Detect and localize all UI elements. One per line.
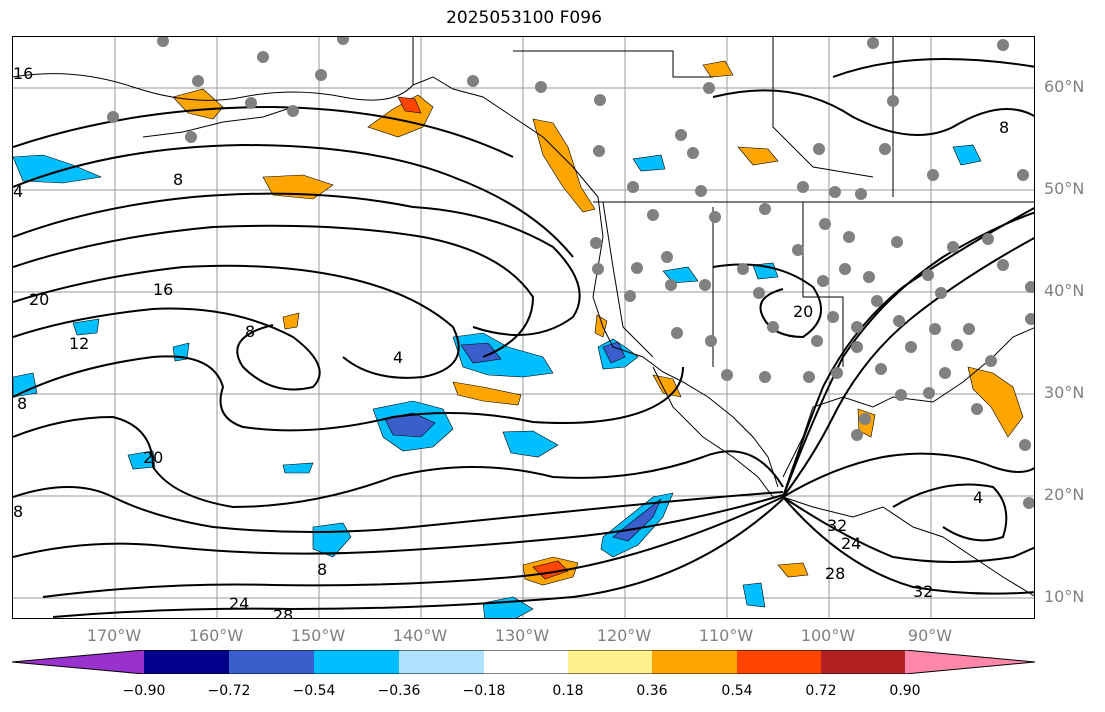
- colorbar-segment: [652, 650, 737, 674]
- lat-label: 60°N: [1044, 77, 1085, 96]
- map-title: 2025053100 F096: [446, 8, 602, 28]
- colorbar-segment: [568, 650, 652, 674]
- colorbar-under-triangle: [12, 650, 144, 674]
- contour-label: 8: [13, 502, 23, 521]
- colorbar-tick: 0.18: [552, 683, 584, 699]
- lat-label: 20°N: [1044, 485, 1085, 504]
- contour-label: 12: [69, 334, 89, 353]
- colorbar-tick: −0.90: [122, 683, 166, 699]
- contour-label: 4: [393, 348, 403, 367]
- contours: [13, 58, 1034, 618]
- lat-label: 30°N: [1044, 383, 1085, 402]
- colorbar-segment: [484, 650, 568, 674]
- colorbar-segment: [314, 650, 399, 674]
- contour-label: 20: [143, 448, 163, 467]
- contour-label: 8: [317, 560, 327, 579]
- colorbar-over-triangle: [905, 650, 1035, 674]
- colorbar-segment: [229, 650, 314, 674]
- contour-label: 28: [825, 564, 845, 583]
- colorbar-tick: −0.18: [462, 683, 506, 699]
- coastlines: [13, 37, 1034, 597]
- colorbar-tick: 0.72: [805, 683, 837, 699]
- contour-label: 32: [827, 516, 847, 535]
- contour-label: 8: [999, 118, 1009, 137]
- colorbar-segment: [737, 650, 821, 674]
- shaded-anomalies: [13, 60, 1024, 618]
- lon-label: 160°W: [188, 626, 244, 645]
- lon-label: 100°W: [800, 626, 856, 645]
- colorbar-segment: [821, 650, 905, 674]
- colorbar-tick: −0.72: [207, 683, 251, 699]
- contour-label: 20: [793, 302, 813, 321]
- lon-label: 110°W: [698, 626, 754, 645]
- contour-labels: 8 16 20 12 8 8 4 20 8 16 4 20 24 28 8 28…: [13, 64, 1009, 619]
- map-panel: 8 16 20 12 8 8 4 20 8 16 4 20 24 28 8 28…: [12, 36, 1035, 619]
- colorbar-segment: [399, 650, 484, 674]
- colorbar: [12, 650, 1035, 674]
- contour-label: 16: [13, 64, 33, 83]
- lon-label: 140°W: [392, 626, 448, 645]
- lat-label: 10°N: [1044, 587, 1085, 606]
- station-dots: [107, 37, 1034, 509]
- colorbar-tick: 0.90: [889, 683, 921, 699]
- colorbar-tick: −0.36: [377, 683, 421, 699]
- lon-label: 90°W: [907, 626, 953, 645]
- lat-label: 50°N: [1044, 179, 1085, 198]
- graticule: [13, 37, 1034, 618]
- contour-label: 32: [913, 582, 933, 601]
- contour-label: 24: [841, 534, 861, 553]
- colorbar-segment: [144, 650, 229, 674]
- map-canvas: 8 16 20 12 8 8 4 20 8 16 4 20 24 28 8 28…: [13, 37, 1034, 619]
- contour-label: 16: [153, 280, 173, 299]
- contour-label: 4: [13, 182, 23, 201]
- contour-label: 4: [973, 488, 983, 507]
- lon-label: 170°W: [86, 626, 142, 645]
- colorbar-tick: 0.36: [636, 683, 668, 699]
- contour-label: 8: [245, 322, 255, 341]
- colorbar-tick: 0.54: [721, 683, 753, 699]
- colorbar-tick: −0.54: [292, 683, 336, 699]
- contour-label: 8: [17, 394, 27, 413]
- lat-label: 40°N: [1044, 281, 1085, 300]
- contour-label: 28: [273, 606, 293, 619]
- contour-label: 24: [229, 594, 249, 613]
- lon-label: 130°W: [494, 626, 550, 645]
- lon-label: 120°W: [596, 626, 652, 645]
- contour-label: 8: [173, 170, 183, 189]
- lon-label: 150°W: [290, 626, 346, 645]
- contour-label: 20: [29, 290, 49, 309]
